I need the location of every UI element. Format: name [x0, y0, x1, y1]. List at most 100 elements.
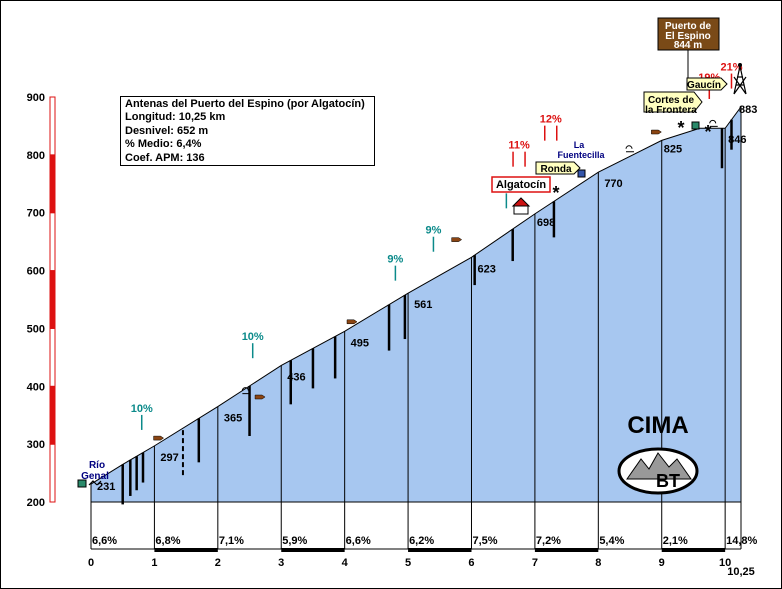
km-gradient-label: 5,9% — [282, 535, 307, 547]
x-tick-label: 10,25 — [727, 566, 755, 578]
place-label-gaucin: Gaucín — [687, 80, 721, 91]
direction-sign-icon — [451, 237, 463, 242]
place-label-la-fuentecilla: Fuentecilla — [557, 150, 605, 160]
elevation-scale-segment — [49, 96, 56, 156]
info-avg: % Medio: 6,4% — [125, 138, 202, 151]
info-length: Longitud: 10,25 km — [125, 111, 226, 124]
x-tick-label: 10 — [719, 557, 731, 569]
km-gradient-label: 14,8% — [726, 535, 757, 547]
place-label-rio-genal: Río — [89, 460, 105, 471]
elevation-scale-segment — [49, 154, 56, 214]
ramp-gradient-label: 10% — [131, 403, 153, 415]
summit-label: 844 m — [674, 40, 702, 51]
info-coef: Coef. APM: 136 — [125, 151, 205, 164]
place-label-rio-genal: Genal — [81, 471, 109, 482]
x-tick-label: 5 — [405, 557, 411, 569]
place-label-cortes: la Frontera — [645, 105, 697, 116]
ramp-gradient-label: 12% — [540, 114, 562, 126]
place-label-ronda: Ronda — [540, 164, 572, 175]
km-gradient-label: 7,2% — [536, 535, 561, 547]
direction-sign-icon — [346, 319, 358, 325]
altitude-point-label: 297 — [160, 452, 178, 464]
y-tick-label: 700 — [27, 208, 45, 220]
km-gradient-label: 6,6% — [92, 535, 117, 547]
ramp-gradient-label: 9% — [425, 225, 441, 237]
antenna-tower-icon — [738, 63, 742, 67]
y-tick-label: 600 — [27, 266, 45, 278]
x-tick-label: 0 — [88, 557, 94, 569]
y-tick-label: 500 — [27, 323, 45, 335]
km-stripe — [661, 548, 726, 552]
x-tick-label: 9 — [659, 557, 665, 569]
km-stripe — [534, 548, 599, 552]
x-tick-label: 7 — [532, 557, 538, 569]
direction-sign-icon — [153, 435, 165, 441]
fountain-icon — [241, 387, 251, 395]
km-gradient-label: 7,1% — [219, 535, 244, 547]
direction-sign-icon — [651, 129, 662, 135]
ramp-gradient-label: 11% — [508, 140, 530, 152]
summit-star-icon: * — [704, 122, 711, 142]
info-box: Antenas del Puerto del Espino (por Algat… — [120, 96, 375, 166]
elevation-scale-segment — [49, 270, 56, 329]
summit-star-icon: * — [552, 183, 559, 203]
y-tick-label: 400 — [27, 381, 45, 393]
x-tick-label: 8 — [595, 557, 601, 569]
house-icon — [77, 479, 87, 488]
altitude-point-label: 495 — [351, 337, 369, 349]
house-icon — [691, 121, 700, 130]
fountain-icon — [625, 145, 635, 153]
altitude-point-label: 623 — [477, 263, 495, 275]
km-stripe — [154, 548, 218, 552]
y-tick-label: 800 — [27, 150, 45, 162]
km-gradient-label: 6,6% — [346, 535, 371, 547]
altitude-point-label: 231 — [97, 481, 115, 493]
altitude-point-label: 825 — [664, 143, 682, 155]
ramp-gradient-label: 10% — [242, 331, 264, 343]
elevation-scale-segment — [49, 385, 56, 445]
logo-mountains — [626, 452, 692, 480]
place-label-cortes: Cortes de — [648, 95, 695, 106]
y-tick-label: 900 — [27, 92, 45, 104]
info-title: Antenas del Puerto del Espino (por Algat… — [125, 98, 365, 110]
elevation-scale-segment — [49, 443, 56, 503]
x-tick-label: 6 — [468, 557, 474, 569]
info-gain: Desnivel: 652 m — [125, 124, 209, 137]
direction-sign-icon — [254, 394, 266, 400]
church-icon — [513, 205, 529, 215]
x-tick-label: 4 — [342, 557, 349, 569]
summit-box — [657, 17, 720, 51]
km-stripe — [408, 548, 472, 552]
altitude-point-label: 698 — [537, 217, 555, 229]
summit-star-icon: * — [677, 118, 684, 138]
altitude-point-label: 883 — [739, 104, 757, 116]
altitude-point-label: 365 — [224, 413, 242, 425]
altitude-point-label: 770 — [604, 178, 622, 190]
place-label-algatocin: Algatocín — [496, 179, 546, 191]
place-label-la-fuentecilla: La — [574, 140, 585, 150]
y-tick-label: 200 — [27, 497, 45, 509]
fountain-icon — [709, 119, 718, 127]
x-tick-label: 1 — [151, 557, 157, 569]
road-sign-ronda — [535, 161, 581, 175]
ramp-gradient-label: 9% — [387, 254, 403, 266]
km-gradient-label: 7,5% — [472, 535, 497, 547]
road-sign-cortes — [643, 91, 703, 113]
altitude-point-label: 561 — [414, 299, 432, 311]
x-tick-label: 2 — [215, 557, 221, 569]
elevation-scale-segment — [49, 212, 56, 272]
summit-label: El Espino — [665, 31, 711, 42]
summit-label: Puerto de — [665, 21, 712, 32]
house-icon — [577, 169, 586, 178]
km-gradient-label: 6,2% — [409, 535, 434, 547]
logo-text: CIMA — [627, 412, 688, 439]
km-stripe — [281, 548, 345, 552]
logo-text: BT — [656, 471, 680, 491]
road-sign-gaucin — [686, 77, 728, 91]
km-gradient-label: 6,8% — [155, 535, 180, 547]
km-gradient-label: 5,4% — [599, 535, 624, 547]
x-tick-label: 3 — [278, 557, 284, 569]
river-icon — [88, 480, 102, 486]
